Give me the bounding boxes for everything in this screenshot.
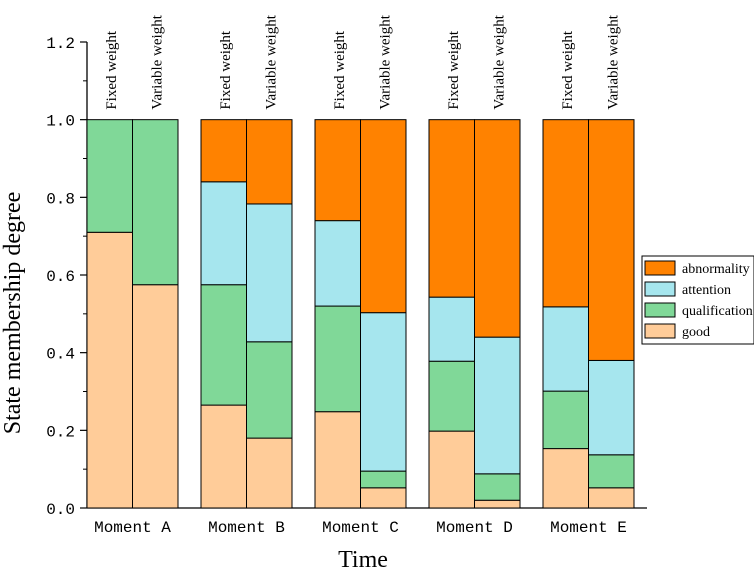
bar-label: Fixed weight — [218, 30, 234, 110]
bar-segment-attention — [360, 312, 407, 472]
legend-swatch-good — [644, 323, 676, 339]
y-tick-label: 0.8 — [46, 190, 75, 208]
bar-segment-good — [428, 430, 475, 509]
x-axis-label: Time — [338, 547, 388, 571]
bar-label: Fixed weight — [446, 30, 462, 110]
bar-segment-good — [314, 411, 361, 509]
legend-entry-good: good — [682, 325, 710, 340]
bar-segment-good — [542, 448, 589, 509]
bar-segment-abnormality — [200, 119, 247, 183]
bar-label: Variable weight — [149, 14, 165, 109]
bar-segment-attention — [428, 296, 475, 362]
bars — [86, 119, 635, 509]
y-axis-label: State membership degree — [0, 192, 26, 435]
bar-segment-qualification — [542, 390, 589, 450]
x-tick-label: Moment A — [94, 519, 171, 537]
bar-segment-attention — [474, 336, 521, 475]
legend-entry-qualification: qualification — [682, 304, 753, 319]
bar-segment-good — [474, 499, 521, 509]
bar-label: Variable weight — [377, 14, 393, 109]
bar-segment-qualification — [360, 470, 407, 489]
bar-segment-good — [86, 231, 133, 509]
bar-label: Fixed weight — [104, 30, 120, 110]
y-tick-label: 0.2 — [46, 423, 75, 441]
bar-segment-abnormality — [588, 119, 635, 361]
bar-segment-attention — [246, 203, 293, 343]
legend-swatch-qualification — [644, 302, 676, 318]
bar-segment-good — [200, 404, 247, 509]
bar-segment-qualification — [132, 119, 179, 286]
legend-entry-attention: attention — [682, 283, 731, 298]
bar-segment-abnormality — [474, 119, 521, 338]
bar-segment-attention — [542, 306, 589, 392]
bar-segment-good — [246, 437, 293, 509]
bar-segment-qualification — [428, 360, 475, 432]
legend-entry-abnormality: abnormality — [682, 262, 750, 277]
bar-labels: Fixed weight Variable weight Fixed weight V… — [104, 14, 622, 109]
legend-swatch-attention — [644, 281, 676, 297]
bar-segment-good — [360, 487, 407, 509]
legend-swatch-abnormality — [644, 260, 676, 276]
bar-label: Variable weight — [605, 14, 621, 109]
bar-segment-qualification — [474, 473, 521, 501]
bar-segment-good — [588, 487, 635, 509]
bar-label: Fixed weight — [560, 30, 576, 110]
x-tick-label: Moment D — [436, 519, 513, 537]
y-tick-label: 1.0 — [46, 113, 75, 131]
bar-segment-abnormality — [314, 119, 361, 222]
y-tick-label: 0.6 — [46, 268, 75, 286]
x-tick-label: Moment B — [208, 519, 285, 537]
legend: abnormality attention qualification good — [641, 255, 754, 345]
bar-segment-abnormality — [428, 119, 475, 298]
bar-segment-attention — [314, 220, 361, 307]
bar-label: Fixed weight — [332, 30, 348, 110]
bar-segment-qualification — [86, 119, 133, 233]
y-tick-label: 0.0 — [46, 501, 75, 519]
bar-segment-abnormality — [542, 119, 589, 308]
bar-segment-qualification — [200, 284, 247, 406]
bar-label: Variable weight — [491, 14, 507, 109]
bar-label: Variable weight — [263, 14, 279, 109]
bar-segment-attention — [588, 359, 635, 456]
y-axis: 0.0 0.2 0.4 0.6 0.8 1.0 1.2 — [46, 35, 87, 519]
x-tick-label: Moment C — [322, 519, 399, 537]
bar-segment-qualification — [588, 454, 635, 489]
x-axis: Moment A Moment B Moment C Moment D Moment E — [94, 519, 627, 537]
x-tick-label: Moment E — [550, 519, 627, 537]
bar-segment-qualification — [314, 305, 361, 413]
bar-segment-abnormality — [360, 119, 407, 314]
bar-segment-attention — [200, 181, 247, 286]
y-tick-label: 1.2 — [46, 35, 75, 53]
y-tick-label: 0.4 — [46, 346, 75, 364]
bar-segment-good — [132, 284, 179, 509]
bar-segment-abnormality — [246, 119, 293, 205]
bar-segment-qualification — [246, 341, 293, 439]
